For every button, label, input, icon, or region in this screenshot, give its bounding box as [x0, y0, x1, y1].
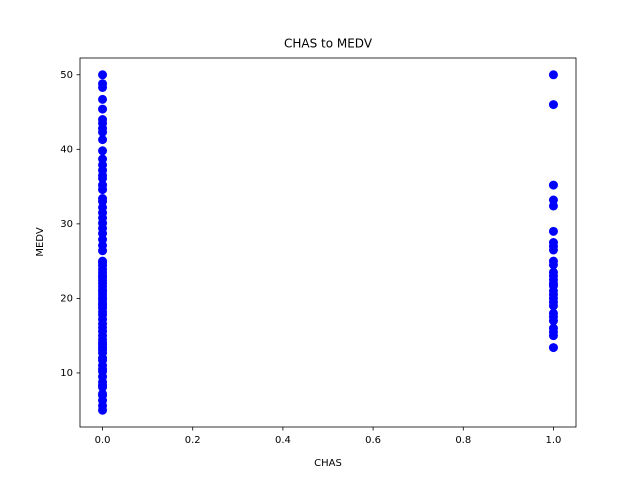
point: [98, 154, 108, 164]
point: [548, 100, 558, 110]
point: [98, 94, 108, 104]
y-tick-label: 40: [60, 144, 73, 155]
point: [98, 135, 108, 145]
point: [98, 180, 108, 190]
point: [98, 79, 108, 89]
y-tick-label: 30: [60, 219, 73, 230]
point: [98, 256, 108, 266]
point: [548, 245, 558, 255]
y-axis-label: MEDV: [35, 227, 46, 256]
point: [548, 226, 558, 236]
point: [98, 70, 108, 80]
y-tick-label: 10: [60, 368, 73, 379]
point: [98, 194, 108, 204]
chart-title: CHAS to MEDV: [284, 37, 373, 51]
x-tick-label: 0.2: [185, 435, 201, 446]
point: [548, 343, 558, 353]
y-tick-label: 20: [60, 293, 73, 304]
point: [548, 70, 558, 80]
point: [548, 331, 558, 341]
x-tick-label: 0.8: [455, 435, 471, 446]
point: [548, 316, 558, 326]
point: [98, 104, 108, 114]
x-tick-label: 0.6: [365, 435, 381, 446]
point: [548, 301, 558, 311]
x-tick-label: 0.0: [95, 435, 111, 446]
point: [98, 115, 108, 124]
point: [548, 180, 558, 190]
y-tick-label: 50: [60, 70, 73, 81]
plot-frame: [79, 57, 577, 428]
x-axis-label: CHAS: [314, 458, 342, 469]
point: [548, 260, 558, 270]
x-tick-label: 0.4: [275, 435, 291, 446]
point: [548, 201, 558, 211]
point: [98, 389, 108, 399]
x-tick-label: 1.0: [546, 435, 562, 446]
point: [98, 146, 108, 156]
